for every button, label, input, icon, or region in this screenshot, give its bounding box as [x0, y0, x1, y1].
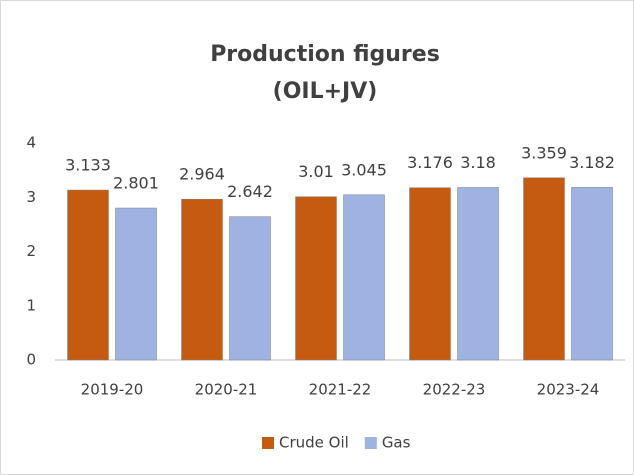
data-label: 3.182: [569, 153, 615, 172]
bar: [295, 196, 337, 361]
legend-swatch: [262, 437, 274, 449]
bar: [115, 207, 157, 361]
bar: [571, 187, 613, 361]
bar: [523, 177, 565, 361]
data-label: 3.01: [298, 162, 334, 181]
x-tick-label: 2021-22: [309, 381, 372, 399]
bar: [181, 198, 223, 361]
legend-swatch: [364, 437, 377, 449]
bar: [343, 194, 385, 361]
data-label: 3.045: [341, 160, 387, 179]
y-tick-label: 4: [26, 134, 36, 152]
x-tick-label: 2022-23: [423, 381, 486, 399]
data-label: 3.133: [65, 156, 111, 175]
chart-title: Production figures: [210, 42, 440, 67]
data-label: 2.801: [113, 174, 159, 193]
x-tick-label: 2019-20: [81, 381, 144, 399]
y-tick-label: 1: [26, 296, 36, 314]
bar: [409, 187, 451, 361]
x-tick-label: 2020-21: [195, 381, 258, 399]
bar: [229, 216, 271, 361]
y-tick-label: 0: [26, 351, 36, 369]
data-label: 2.964: [179, 165, 225, 184]
chart-subtitle: (OIL+JV): [273, 79, 378, 104]
y-tick-label: 2: [26, 242, 36, 260]
y-tick-label: 3: [26, 188, 36, 206]
legend-label: Gas: [382, 434, 411, 452]
x-tick-label: 2023-24: [537, 381, 600, 399]
bar: [67, 189, 109, 361]
legend-label: Crude Oil: [279, 434, 349, 452]
data-label: 3.359: [521, 143, 567, 162]
data-label: 2.642: [227, 182, 273, 201]
data-label: 3.176: [407, 153, 453, 172]
data-label: 3.18: [460, 153, 496, 172]
bar: [457, 187, 499, 361]
